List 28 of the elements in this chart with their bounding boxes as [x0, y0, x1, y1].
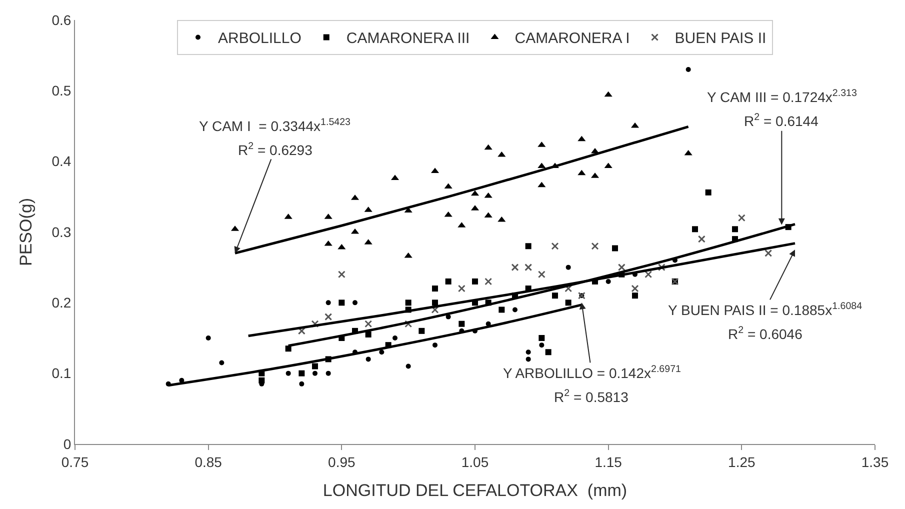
- annotation: Y BUEN PAIS II = 0.1885x$^{1.6084}$: [668, 301, 863, 318]
- legend-label: CAMARONERA III: [346, 30, 470, 48]
- x-tick-label: 0.75: [61, 454, 89, 470]
- annotation: Y CAM III = 0.1724x$^{2.313}$: [707, 88, 858, 105]
- x-tick-label: 1.05: [461, 454, 489, 470]
- x-tick-label: 0.95: [328, 454, 356, 470]
- legend-label: BUEN PAIS II: [674, 30, 766, 48]
- annotation: R$^{2}$ = 0.6293: [238, 141, 313, 158]
- y-tick-label: 0.1: [52, 365, 72, 382]
- y-tick-label: 0: [63, 436, 72, 452]
- annotation: R$^{2}$ = 0.6144: [744, 112, 819, 129]
- annotation: R$^{2}$ = 0.6046: [728, 325, 803, 342]
- y-tick-label: 0.4: [52, 153, 72, 170]
- legend-label: CAMARONERA I: [514, 30, 630, 48]
- annotation: Y CAM I = 0.3344x$^{1.5423}$: [199, 117, 352, 134]
- y-axis-title: PESO(g): [16, 198, 36, 266]
- annotation: R$^{2}$ = 0.5813: [554, 388, 629, 405]
- annotation: Y ARBOLILLO = 0.142x$^{2.6971}$: [503, 364, 681, 381]
- y-tick-label: 0.5: [52, 82, 72, 99]
- x-tick-label: 1.25: [728, 454, 756, 470]
- x-tick-label: 1.15: [594, 454, 622, 470]
- y-tick-label: 0.2: [52, 294, 72, 311]
- x-tick-label: 0.85: [194, 454, 222, 470]
- y-tick-label: 0.3: [52, 224, 72, 240]
- legend-label: ARBOLILLO: [218, 30, 302, 48]
- y-tick-label: 0.6: [52, 12, 72, 28]
- x-axis-title: LONGITUD DEL CEFALOTORAX (mm): [322, 481, 628, 500]
- x-tick-label: 1.35: [861, 454, 889, 470]
